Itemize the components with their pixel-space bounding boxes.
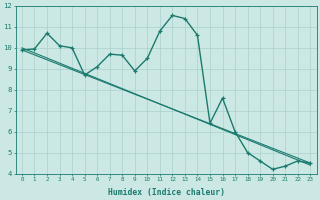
X-axis label: Humidex (Indice chaleur): Humidex (Indice chaleur) [108,188,225,197]
